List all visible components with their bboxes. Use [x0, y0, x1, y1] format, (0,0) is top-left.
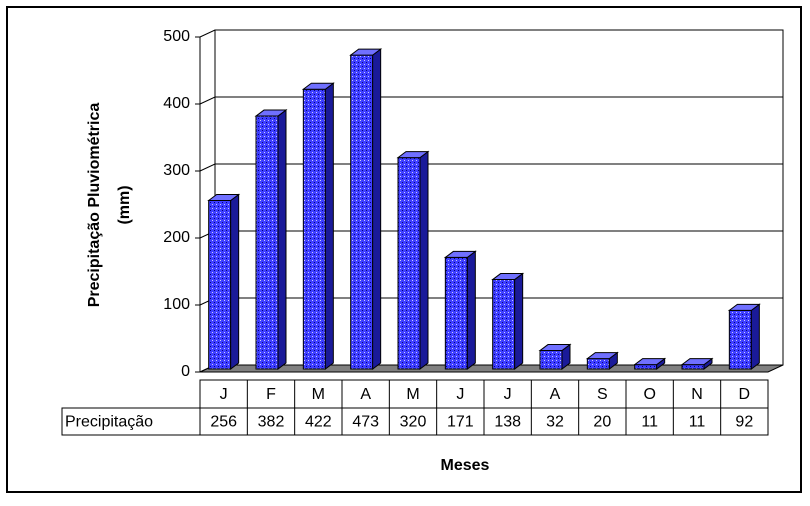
x-tick-label: F [266, 386, 276, 403]
bar [207, 193, 241, 370]
grid-line [199, 163, 783, 172]
bar [680, 357, 714, 370]
bar-top [680, 358, 714, 366]
table-value: 171 [447, 414, 474, 431]
table-value: 473 [352, 414, 379, 431]
x-tick-label: N [691, 386, 703, 403]
bar-side [419, 150, 429, 370]
table-series-name: Precipitação [65, 414, 153, 431]
bar [585, 351, 619, 370]
bar-top [443, 250, 477, 258]
bar-front [350, 54, 374, 370]
bar-top [538, 344, 572, 352]
bar-front [444, 256, 468, 370]
bar-front [681, 364, 705, 370]
x-tick-label: J [220, 386, 228, 403]
table-value: 20 [593, 414, 611, 431]
y-axis-title-line: (mm) [116, 185, 133, 224]
bar-front [255, 115, 279, 370]
table-value: 92 [735, 414, 753, 431]
x-tick-label: J [504, 386, 512, 403]
bar-top [396, 151, 430, 159]
y-tick-label: 400 [163, 95, 190, 112]
table-value: 11 [641, 414, 658, 431]
table-value: 256 [210, 414, 237, 431]
bar-front [397, 157, 421, 370]
x-tick-label: M [406, 386, 419, 403]
y-axis-title-line: Precipitação Pluviométrica [86, 103, 103, 308]
x-tick-label: A [550, 386, 561, 403]
x-axis-title: Meses [441, 457, 490, 474]
bar-side [372, 48, 382, 370]
bar-front [302, 88, 326, 370]
bar-side [466, 250, 476, 370]
table-data-row [61, 407, 769, 436]
bar [727, 303, 761, 370]
grid-line [199, 29, 783, 38]
bar [301, 82, 335, 370]
bar-top [491, 273, 525, 281]
bar-top [633, 358, 667, 366]
table-value: 382 [258, 414, 285, 431]
y-tick-label: 200 [163, 229, 190, 246]
bar [254, 109, 288, 370]
table-value: 320 [400, 414, 427, 431]
x-tick-label: O [643, 386, 655, 403]
bar-side [514, 272, 524, 370]
bar-top [349, 48, 383, 56]
bar-side [324, 82, 334, 370]
bar-side [230, 193, 240, 370]
x-tick-label: J [456, 386, 464, 403]
bar-top [301, 82, 335, 90]
bar [633, 357, 667, 370]
x-tick-label: M [312, 386, 325, 403]
bar-top [585, 352, 619, 360]
x-tick-label: D [739, 386, 751, 403]
bar [491, 272, 525, 370]
bar-top [207, 193, 241, 201]
y-axis-title: Precipitação Pluviométrica (mm) [86, 103, 133, 308]
bar [396, 150, 430, 370]
y-tick-label: 0 [181, 363, 190, 380]
bar [349, 48, 383, 370]
x-tick-label: A [360, 386, 371, 403]
bar-front [728, 309, 752, 370]
table-value: 32 [546, 414, 564, 431]
bar-front [539, 350, 563, 370]
bar [443, 250, 477, 370]
bar-front [208, 199, 232, 370]
table-value: 422 [305, 414, 332, 431]
bar-front [492, 279, 516, 370]
bar-top [254, 109, 288, 117]
y-tick-label: 100 [163, 296, 190, 313]
bar-front [586, 358, 610, 370]
x-tick-label: S [597, 386, 608, 403]
table-value: 11 [689, 414, 706, 431]
table-value: 138 [494, 414, 521, 431]
bar-side [277, 109, 287, 370]
y-tick-label: 300 [163, 162, 190, 179]
bar-front [634, 364, 658, 370]
bar-top [727, 303, 761, 311]
bar [538, 343, 572, 370]
grid-line [199, 96, 783, 105]
bar-side [750, 303, 760, 370]
y-tick-label: 500 [163, 28, 190, 45]
